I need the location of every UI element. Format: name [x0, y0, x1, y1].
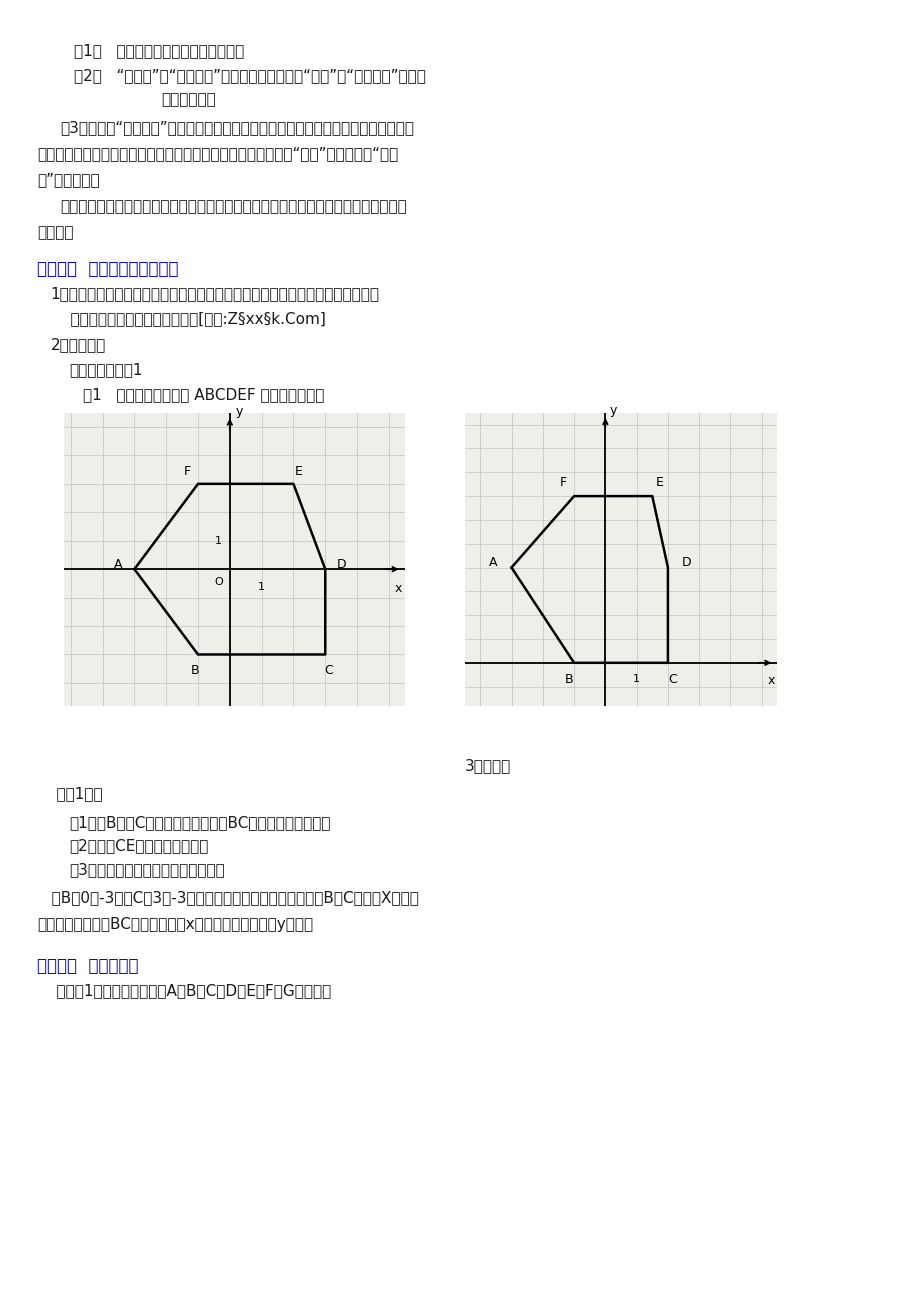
Text: E: E [294, 465, 301, 478]
Text: 3．想一想: 3．想一想 [464, 758, 510, 773]
Text: （2）   “大成殿”在“中心广场”南、西各多少个格？“碎林”在“中心广场”北、东: （2） “大成殿”在“中心广场”南、西各多少个格？“碎林”在“中心广场”北、东 [74, 68, 425, 83]
Text: （3）坐标轴上点的坐标有什么特点？: （3）坐标轴上点的坐标有什么特点？ [69, 862, 224, 878]
Text: F: F [183, 465, 190, 478]
Text: 1．平面直角坐标系、横轴、纵轴、横坐标、纵坐标、原点的定义和象限的划分。: 1．平面直角坐标系、横轴、纵轴、横坐标、纵坐标、原点的定义和象限的划分。 [51, 286, 380, 302]
Text: B: B [190, 664, 199, 677]
Text: 由B（0，-3），C（3，-3）可以看出它们的纵坐标相同，即B，C两点到X轴的距: 由B（0，-3），C（3，-3）可以看出它们的纵坐标相同，即B，C两点到X轴的距 [37, 891, 418, 906]
Text: D: D [336, 559, 346, 572]
Text: 学生自学课本，理解上述概念。[来源:Z§xx§k.Com]: 学生自学课本，理解上述概念。[来源:Z§xx§k.Com] [51, 311, 325, 327]
Text: C: C [323, 664, 333, 677]
Text: B: B [564, 673, 573, 686]
Text: （2）线段CE位置有什么特点？: （2）线段CE位置有什么特点？ [69, 838, 208, 854]
Text: （1）   你是怎样确定各个景点位置的？: （1） 你是怎样确定各个景点位置的？ [74, 43, 244, 59]
Text: 殿”的位置呢？: 殿”的位置呢？ [37, 172, 99, 187]
Text: （3）如果以“中心广场”为原点作两条互相垂直的数轴，分别取向右、向上的方向为数: （3）如果以“中心广场”为原点作两条互相垂直的数轴，分别取向右、向上的方向为数 [60, 120, 414, 135]
Text: C: C [667, 673, 676, 686]
Text: 1: 1 [632, 673, 640, 684]
Text: 在例1中，: 在例1中， [37, 786, 102, 802]
Text: 1: 1 [258, 582, 265, 592]
Text: 1: 1 [215, 535, 221, 546]
Text: y: y [235, 405, 243, 418]
Text: A: A [488, 556, 496, 569]
Text: （1）点B与点C的纵坐标相同，线段BC的位置有什么特点？: （1）点B与点C的纵坐标相同，线段BC的位置有什么特点？ [69, 815, 330, 831]
Text: O: O [214, 577, 222, 587]
Text: 2．例题讲解: 2．例题讲解 [51, 337, 106, 353]
Text: 补充：1．在下图中，确定A、B、C、D、E、F、G的坐标。: 补充：1．在下图中，确定A、B、C、D、E、F、G的坐标。 [37, 983, 331, 999]
Text: 较合适？: 较合适？ [37, 225, 74, 241]
Text: 在上一节课，我们已经学习了许多确定位置的方法，这个问题中，大家看用哪种方法比: 在上一节课，我们已经学习了许多确定位置的方法，这个问题中，大家看用哪种方法比 [60, 199, 406, 215]
Text: （出示投影）例1: （出示投影）例1 [69, 362, 142, 378]
Text: 第三环节  学有所用．: 第三环节 学有所用． [37, 957, 138, 975]
Text: E: E [655, 477, 664, 490]
Text: F: F [559, 477, 566, 490]
Text: 轴的正方向，一个方格的边长看做一个单位长度，那么你能表示“碎林”的位置吗？“大成: 轴的正方向，一个方格的边长看做一个单位长度，那么你能表示“碎林”的位置吗？“大成 [37, 146, 398, 161]
Text: x: x [766, 673, 774, 686]
Text: 第二环节  分类讨论，探索新知: 第二环节 分类讨论，探索新知 [37, 260, 178, 279]
Text: 例1   写出图中的多边形 ABCDEF 各顶点的坐标。: 例1 写出图中的多边形 ABCDEF 各顶点的坐标。 [83, 387, 323, 402]
Text: 离相等，所以线段BC平行于横轴（x轴），垂直于纵轴（y轴）。: 离相等，所以线段BC平行于横轴（x轴），垂直于纵轴（y轴）。 [37, 917, 312, 932]
Text: y: y [609, 405, 617, 418]
Text: D: D [681, 556, 691, 569]
Text: A: A [114, 559, 122, 572]
Text: x: x [394, 582, 402, 595]
Text: 各多少个格？: 各多少个格？ [161, 92, 216, 108]
